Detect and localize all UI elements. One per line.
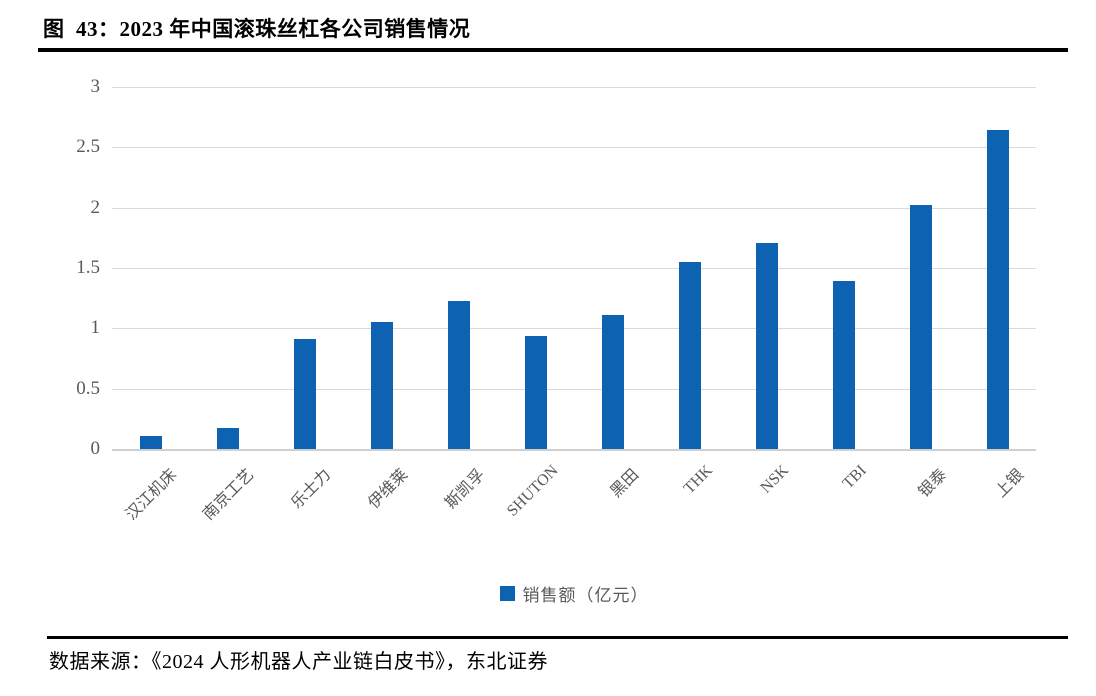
y-tick-label: 2 [90,196,101,218]
chart-legend: 销售额（亿元） [112,581,1036,606]
gridline [112,147,1036,149]
gridline [112,268,1036,269]
bar-汉江机床 [139,436,162,449]
bar-乐士力 [293,339,316,449]
y-tick-label: 0.5 [76,377,100,399]
bar-南京工艺 [216,428,239,449]
x-tick-label: 银泰 [916,466,951,501]
x-tick-label: 汉江机床 [123,466,181,524]
data-source: 数据来源：《2024 人形机器人产业链白皮书》，东北证券 [49,651,548,673]
x-tick-label: 南京工艺 [200,466,258,524]
bar-上银 [986,130,1009,449]
x-tick-label: 伊维莱 [365,466,412,513]
y-tick-label: 1 [90,317,101,339]
figure-title: 图 43：2023 年中国滚珠丝杠各公司销售情况 [43,17,471,41]
x-tick-label: 上银 [993,466,1028,501]
legend-swatch-icon [499,586,515,601]
y-tick-label: 1.5 [76,257,100,278]
x-tick-label: 斯凯孚 [442,466,489,513]
bar-斯凯孚 [447,301,470,449]
bar-THK [678,262,701,449]
x-tick-label: THK [680,462,716,498]
x-tick-label: TBI [839,462,870,493]
x-tick-label: 乐士力 [288,466,335,513]
y-tick-label: 3 [90,76,101,97]
x-tick-label: SHUTON [503,462,562,520]
bar-TBI [832,281,855,449]
title-divider [38,48,1068,52]
x-tick-label: 黑田 [608,466,643,501]
bar-伊维莱 [370,322,393,449]
bar-黑田 [601,315,624,449]
sales-bar-chart: 0 0.5 1 1.5 2 2.5 3 汉江机床 南京工艺 乐士力 伊维莱 斯凯孚 SHUTON 黑田 T… [76,76,1036,606]
y-tick-label: 0 [90,438,101,459]
footer-divider [47,636,1068,639]
x-tick-label: NSK [757,462,793,497]
x-axis-line [112,448,1036,451]
gridline [112,328,1036,330]
gridline [112,388,1036,390]
bar-NSK [755,243,778,449]
bar-SHUTON [524,336,547,449]
legend-label: 销售额（亿元） [522,586,649,605]
bar-银泰 [909,205,932,449]
y-tick-label: 2.5 [76,136,100,158]
gridline [112,207,1036,209]
gridline [112,87,1036,88]
